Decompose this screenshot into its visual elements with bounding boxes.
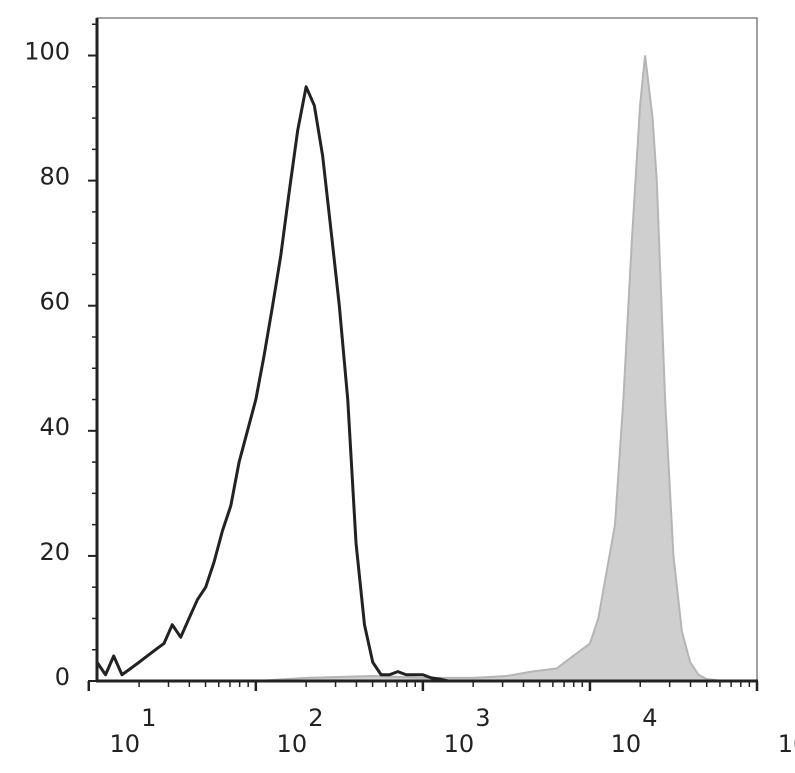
y-tick-label: 80 <box>39 163 70 191</box>
y-tick-label: 100 <box>24 38 70 66</box>
y-tick-label: 60 <box>39 288 70 316</box>
y-tick-label: 20 <box>39 538 70 566</box>
filled-histogram <box>255 55 724 682</box>
y-tick-label: 0 <box>55 663 70 691</box>
x-tick-label: 10 <box>110 730 141 758</box>
line-histogram <box>95 85 457 683</box>
x-tick-exponent: 4 <box>642 704 657 732</box>
x-tick-label: 10 <box>778 730 795 758</box>
y-tick-label: 40 <box>39 413 70 441</box>
x-tick-label: 10 <box>277 730 308 758</box>
x-tick-exponent: 1 <box>141 704 156 732</box>
x-tick-exponent: 3 <box>475 704 490 732</box>
x-tick-label: 10 <box>611 730 642 758</box>
x-tick-label: 10 <box>444 730 475 758</box>
x-tick-exponent: 2 <box>308 704 323 732</box>
